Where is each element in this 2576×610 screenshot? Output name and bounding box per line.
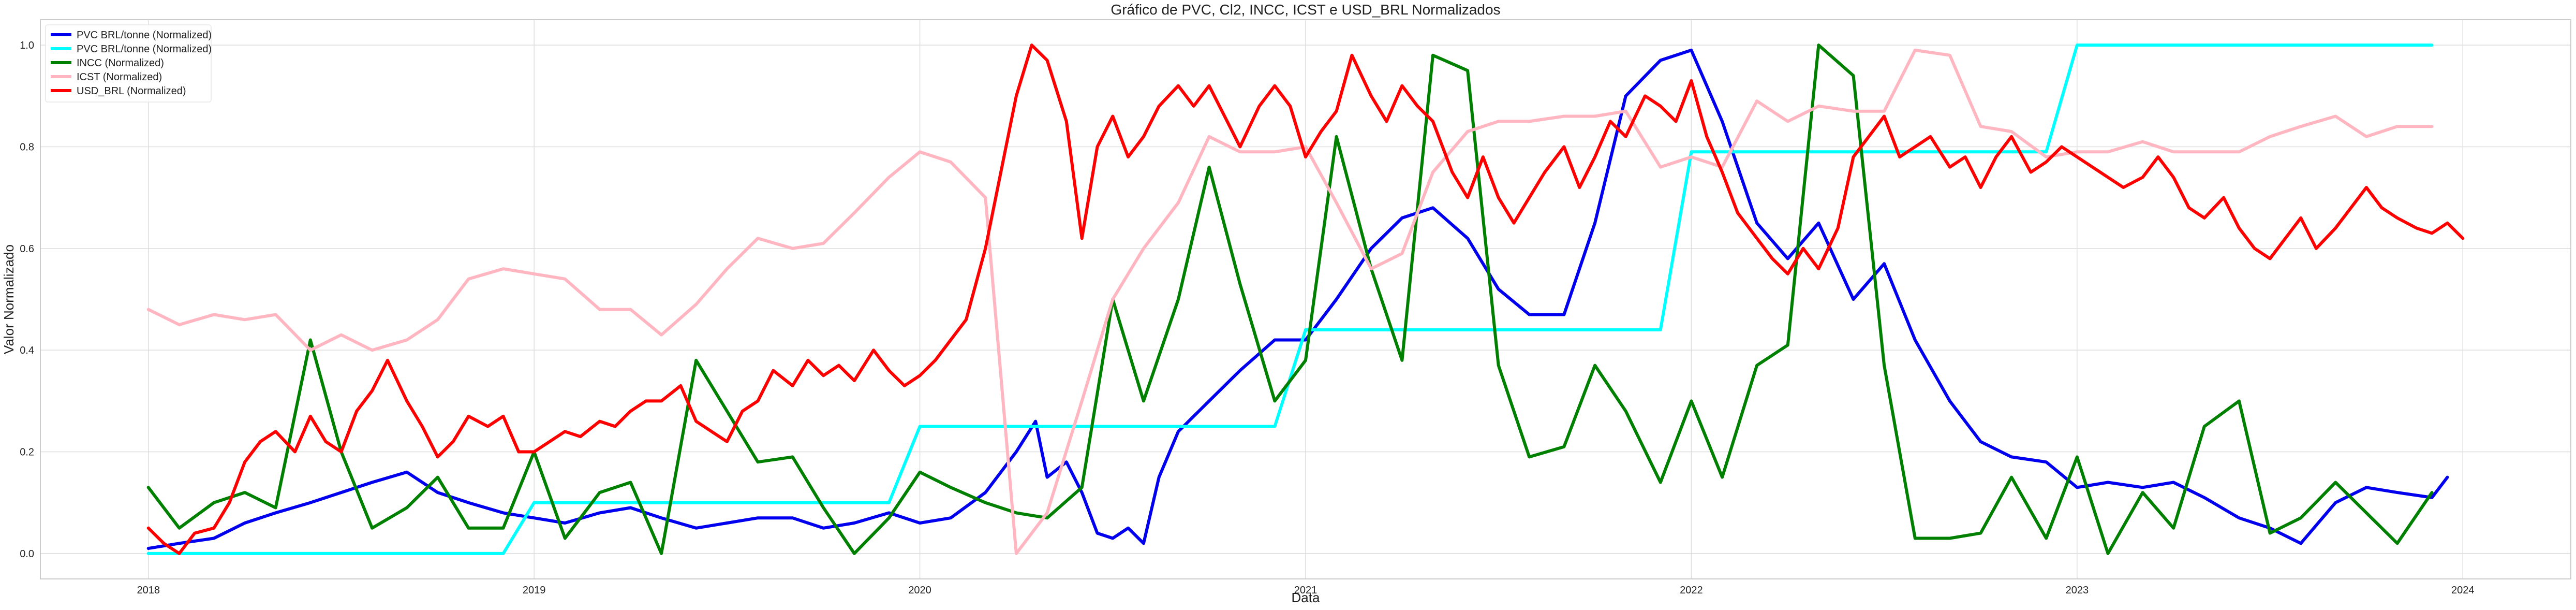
x-tick-label: 2019 — [523, 585, 546, 596]
x-tick-label: 2022 — [1680, 585, 1703, 596]
x-tick-label: 2023 — [2066, 585, 2089, 596]
y-tick-label: 0.4 — [20, 345, 34, 356]
x-tick-label: 2020 — [908, 585, 931, 596]
legend-label: USD_BRL (Normalized) — [77, 85, 186, 97]
legend: PVC BRL/tonne (Normalized) PVC BRL/tonne … — [45, 24, 212, 103]
x-tick-label: 2021 — [1294, 585, 1317, 596]
ticks: 2018 2019 2020 2021 2022 2023 2024 0.0 0.2 0.4 0.6… — [20, 40, 2474, 596]
x-tick-label: 2018 — [137, 585, 160, 596]
chart-title: Gráfico de PVC, Cl2, INCC, ICST e USD_BR… — [1111, 2, 1500, 18]
x-axis-label: Data — [1292, 590, 1320, 605]
series-layer — [146, 43, 2465, 555]
series-line-4 — [146, 43, 2465, 555]
y-axis-label: Valor Normalizado — [1, 244, 17, 354]
y-tick-label: 1.0 — [20, 40, 34, 51]
plot-frame — [40, 19, 2571, 579]
legend-label: INCC (Normalized) — [77, 57, 164, 69]
y-tick-label: 0.6 — [20, 243, 34, 255]
legend-label: ICST (Normalized) — [77, 71, 162, 83]
y-tick-label: 0.8 — [20, 141, 34, 153]
y-tick-label: 0.2 — [20, 447, 34, 458]
series-line-2 — [146, 43, 2434, 555]
legend-label: PVC BRL/tonne (Normalized) — [77, 43, 212, 55]
y-tick-label: 0.0 — [20, 548, 34, 560]
x-tick-label: 2024 — [2451, 585, 2475, 596]
legend-box — [45, 24, 212, 103]
legend-label: PVC BRL/tonne (Normalized) — [77, 30, 212, 41]
